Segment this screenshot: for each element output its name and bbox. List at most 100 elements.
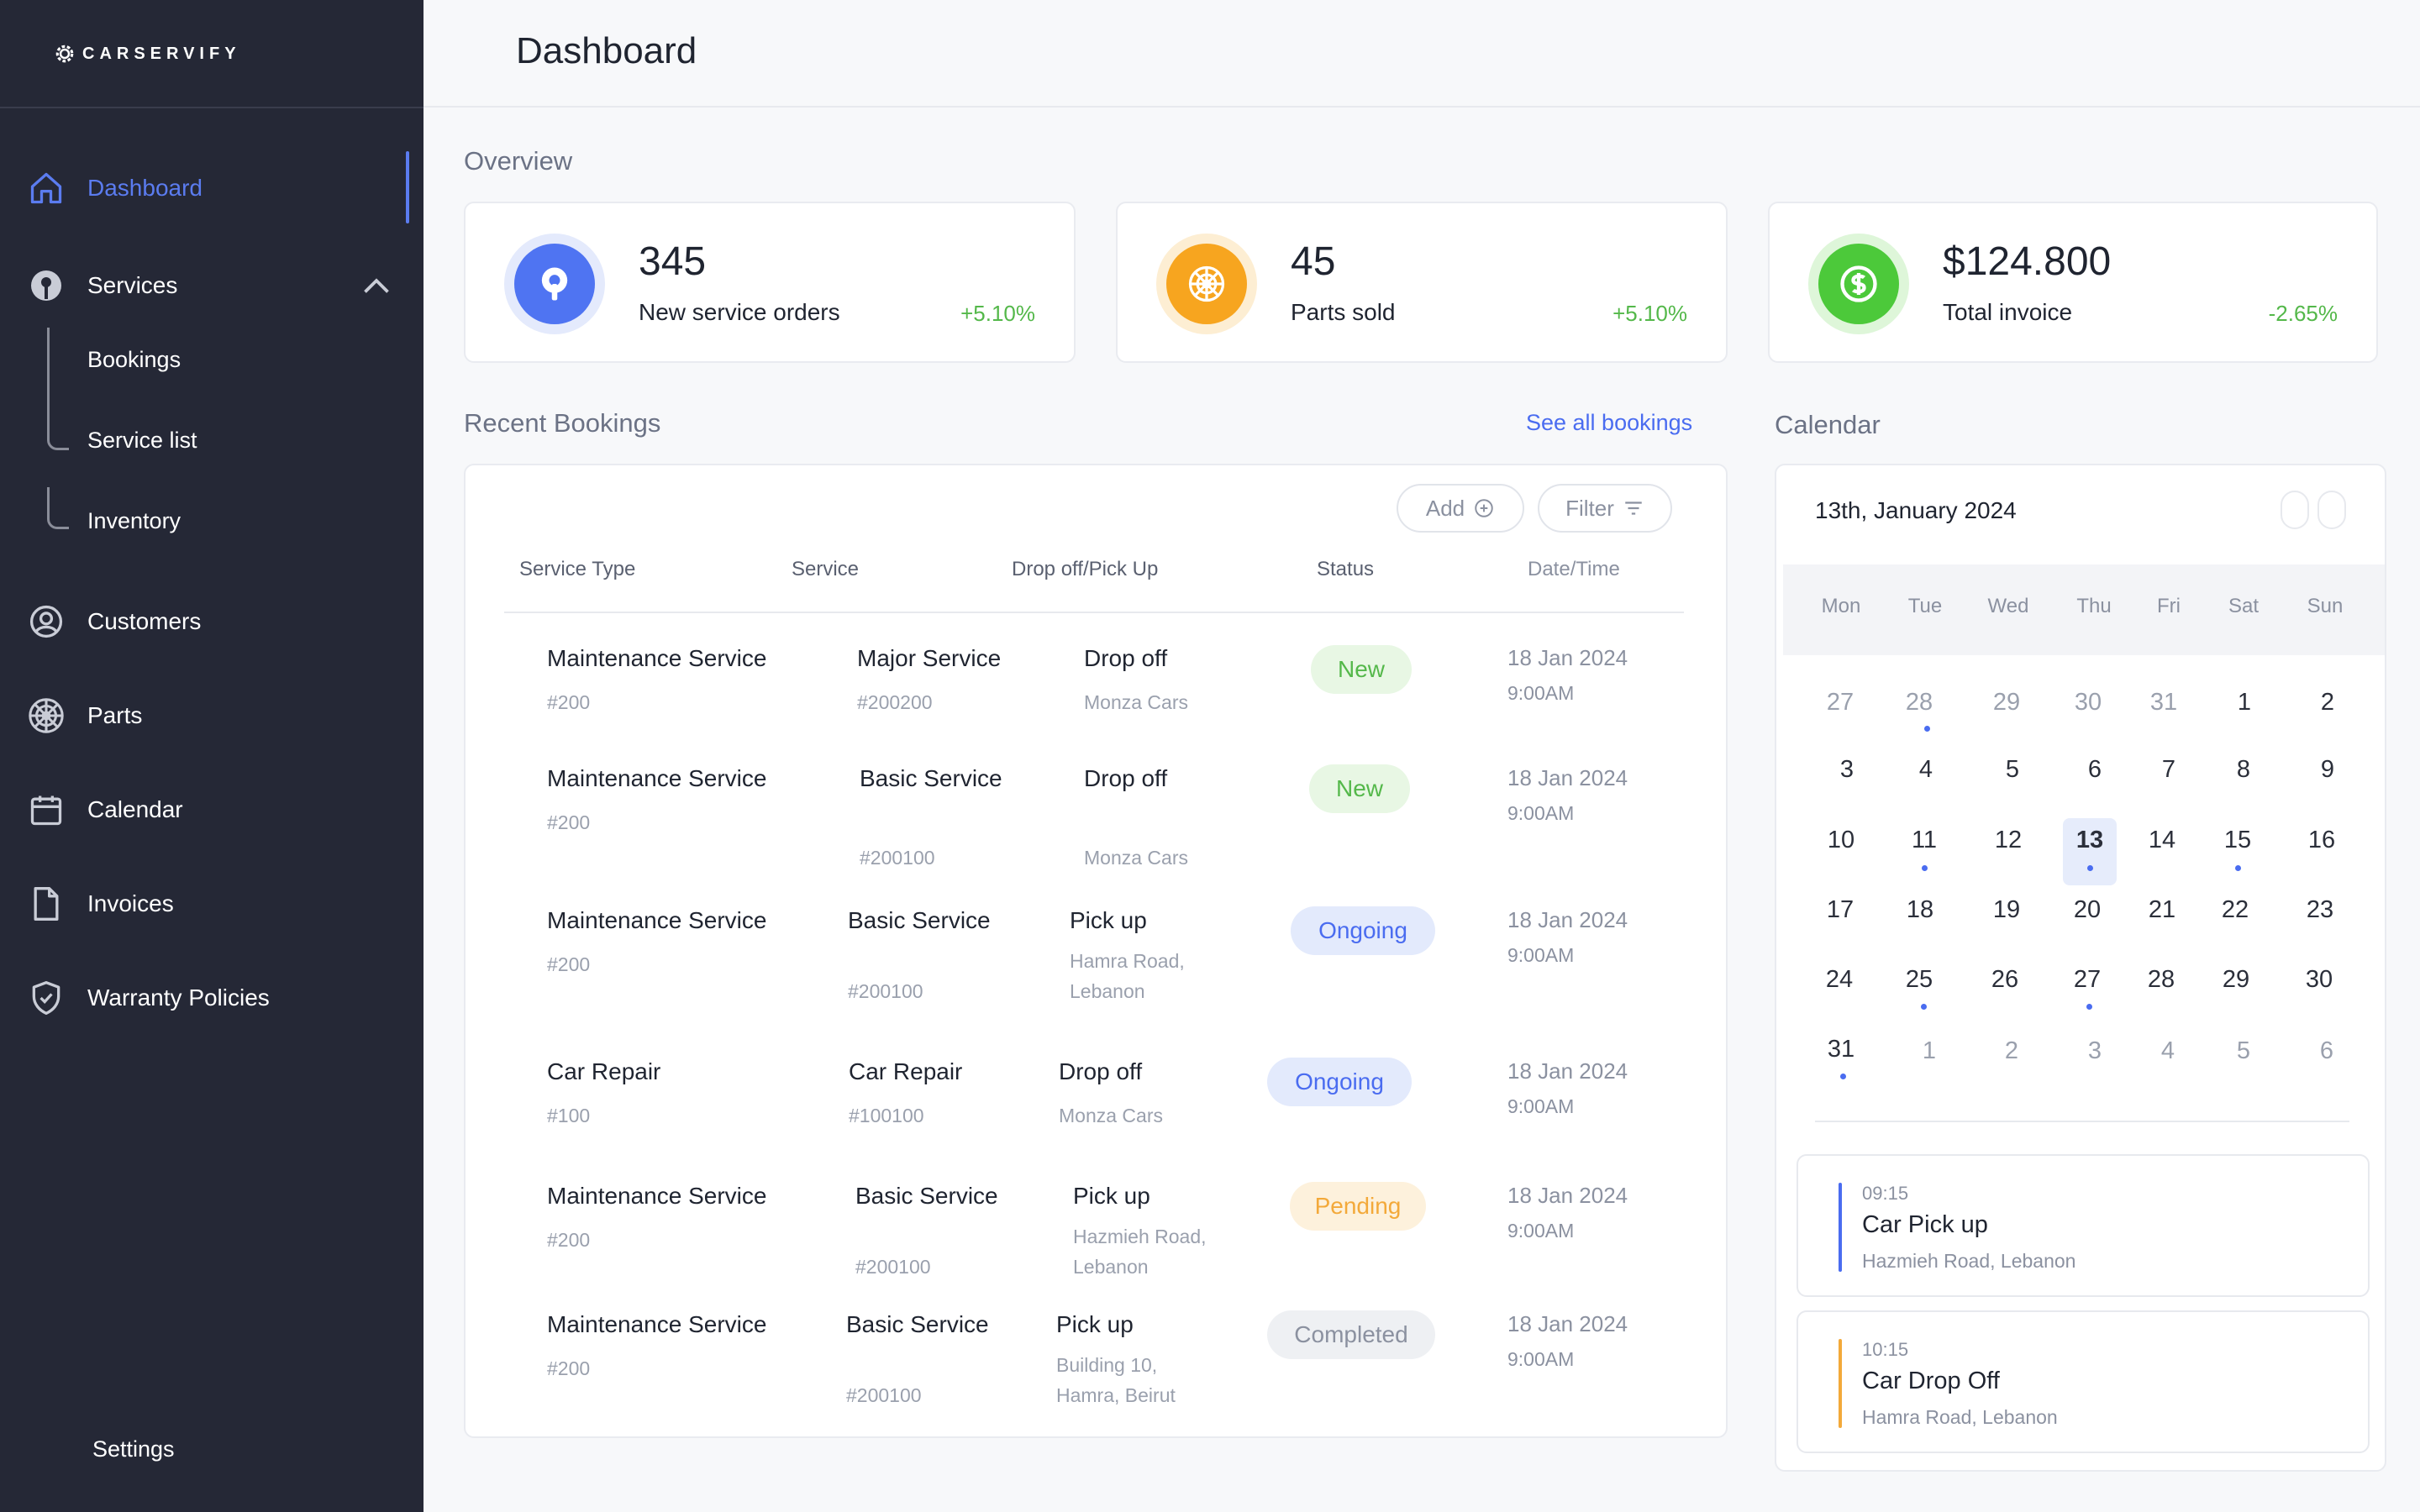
calendar-day[interactable]: 5 (2236, 1037, 2251, 1064)
sidebar-item-customers[interactable]: Customers (25, 598, 201, 645)
calendar-day[interactable]: 20 (2073, 896, 2102, 923)
calendar-day[interactable]: 22 (2221, 896, 2249, 923)
stat-card-service-orders[interactable]: 345 New service orders +5.10% (464, 202, 1076, 363)
calendar-event[interactable]: 10:15 Car Drop Off Hamra Road, Lebanon (1797, 1310, 2370, 1453)
calendar-day[interactable]: 17 (1826, 896, 1854, 923)
calendar-day[interactable]: 4 (1918, 756, 1933, 783)
calendar-day[interactable]: 30 (2305, 966, 2333, 993)
bookings-table-card (464, 464, 1728, 1438)
sidebar-item-invoices[interactable]: Invoices (25, 880, 174, 927)
calendar-day[interactable]: 29 (2222, 966, 2250, 993)
calendar-day[interactable]: 9 (2320, 756, 2335, 783)
sidebar-item-warranty-policies[interactable]: Warranty Policies (25, 974, 270, 1021)
calendar-day[interactable]: 18 (1906, 896, 1934, 923)
today-highlight (2063, 818, 2117, 885)
stat-card-total-invoice[interactable]: $124.800 Total invoice -2.65% (1768, 202, 2378, 363)
calendar-day-today[interactable]: 13 (2075, 827, 2104, 853)
calendar-day[interactable]: 15 (2223, 827, 2252, 853)
event-dot (1921, 1004, 1927, 1010)
calendar-day[interactable]: 29 (1992, 689, 2021, 716)
filter-button[interactable]: Filter (1538, 484, 1672, 533)
settings-link[interactable]: Settings (92, 1436, 175, 1462)
event-dot (1922, 865, 1928, 871)
add-booking-button[interactable]: Add (1397, 484, 1524, 533)
calendar-day[interactable]: 28 (1905, 689, 1933, 716)
calendar-day[interactable]: 14 (2148, 827, 2176, 853)
stat-card-parts-sold[interactable]: 45 Parts sold +5.10% (1116, 202, 1728, 363)
event-color-bar (1839, 1183, 1842, 1272)
calendar-day[interactable]: 25 (1905, 966, 1933, 993)
service-id: #200100 (848, 980, 923, 1002)
calendar-day[interactable]: 24 (1825, 966, 1854, 993)
calendar-day[interactable]: 11 (1911, 827, 1938, 853)
calendar-day[interactable]: 27 (1826, 689, 1854, 716)
location-line-1: Monza Cars (1084, 847, 1188, 869)
sidebar-subitem-service-list[interactable]: Service list (87, 427, 197, 453)
calendar-day[interactable]: 8 (2236, 756, 2251, 783)
service-type: Maintenance Service (547, 765, 767, 791)
calendar-day[interactable]: 28 (2147, 966, 2175, 993)
calendar-day[interactable]: 5 (2005, 756, 2020, 783)
event-location: Hazmieh Road, Lebanon (1862, 1250, 2076, 1272)
calendar-day[interactable]: 4 (2160, 1037, 2175, 1064)
document-icon (25, 883, 67, 925)
calendar-selected-date: 13th, January 2024 (1815, 497, 2017, 523)
sidebar-item-calendar[interactable]: Calendar (25, 786, 183, 833)
see-all-bookings-link[interactable]: See all bookings (1526, 410, 1693, 435)
calendar-prev-button[interactable] (2281, 491, 2309, 529)
weekday-label: Tue (1907, 595, 1943, 617)
calendar-day[interactable]: 3 (1839, 756, 1854, 783)
calendar-day[interactable]: 31 (2149, 689, 2178, 716)
calendar-day[interactable]: 12 (1994, 827, 2023, 853)
booking-time: 9:00AM (1507, 1348, 1575, 1370)
sidebar-subitem-inventory[interactable]: Inventory (87, 507, 182, 533)
service-type-id: #200 (547, 811, 591, 833)
calendar-event[interactable]: 09:15 Car Pick up Hazmieh Road, Lebanon (1797, 1154, 2370, 1297)
event-dot (2087, 865, 2093, 871)
status-badge: Pending (1290, 1182, 1426, 1231)
location-line-1: Hazmieh Road, (1073, 1226, 1207, 1247)
calendar-day[interactable]: 19 (1992, 896, 2021, 923)
calendar-day[interactable]: 27 (2073, 966, 2102, 993)
home-icon (25, 167, 67, 209)
event-dot (2235, 865, 2241, 871)
service-type-id: #200 (547, 691, 591, 713)
column-header-status[interactable]: Status (1317, 558, 1375, 580)
service-name: Basic Service (855, 1183, 998, 1209)
service-id: #200100 (860, 847, 935, 869)
sidebar-item-dashboard[interactable]: Dashboard (25, 165, 203, 212)
column-header-date-time[interactable]: Date/Time (1528, 558, 1620, 580)
booking-date: 18 Jan 2024 (1507, 645, 1628, 670)
sidebar-item-label: Dashboard (87, 175, 203, 201)
column-header-drop-pick[interactable]: Drop off/Pick Up (1012, 558, 1159, 580)
sidebar-item-services[interactable]: Services (25, 262, 177, 309)
calendar-day[interactable]: 16 (2307, 827, 2336, 853)
calendar-day[interactable]: 1 (2237, 689, 2252, 716)
calendar-day[interactable]: 6 (2087, 756, 2102, 783)
calendar-day[interactable]: 23 (2306, 896, 2334, 923)
calendar-day[interactable]: 6 (2319, 1037, 2334, 1064)
calendar-day[interactable]: 26 (1991, 966, 2019, 993)
sidebar-item-parts[interactable]: Parts (25, 692, 142, 739)
gear-logo-icon (55, 45, 74, 63)
stat-value: 45 (1291, 239, 1336, 284)
drop-pick-mode: Drop off (1084, 765, 1168, 791)
calendar-day[interactable]: 1 (1922, 1037, 1937, 1064)
column-header-service[interactable]: Service (792, 558, 860, 580)
service-type-id: #100 (547, 1105, 591, 1126)
calendar-day[interactable]: 2 (2320, 689, 2335, 716)
chevron-up-icon[interactable] (361, 273, 392, 298)
sidebar-subitem-bookings[interactable]: Bookings (87, 346, 182, 372)
calendar-day[interactable]: 10 (1827, 827, 1855, 853)
calendar-day[interactable]: 3 (2087, 1037, 2102, 1064)
column-header-service-type[interactable]: Service Type (519, 558, 636, 580)
booking-date: 18 Jan 2024 (1507, 1058, 1628, 1084)
calendar-day[interactable]: 7 (2161, 756, 2176, 783)
brand-logo[interactable]: CARSERVIFY (52, 37, 241, 71)
calendar-day[interactable]: 31 (1827, 1036, 1855, 1063)
calendar-next-button[interactable] (2317, 491, 2346, 529)
calendar-day[interactable]: 21 (2148, 896, 2176, 923)
wheel-icon (25, 695, 67, 737)
calendar-day[interactable]: 2 (2004, 1037, 2019, 1064)
calendar-day[interactable]: 30 (2074, 689, 2102, 716)
